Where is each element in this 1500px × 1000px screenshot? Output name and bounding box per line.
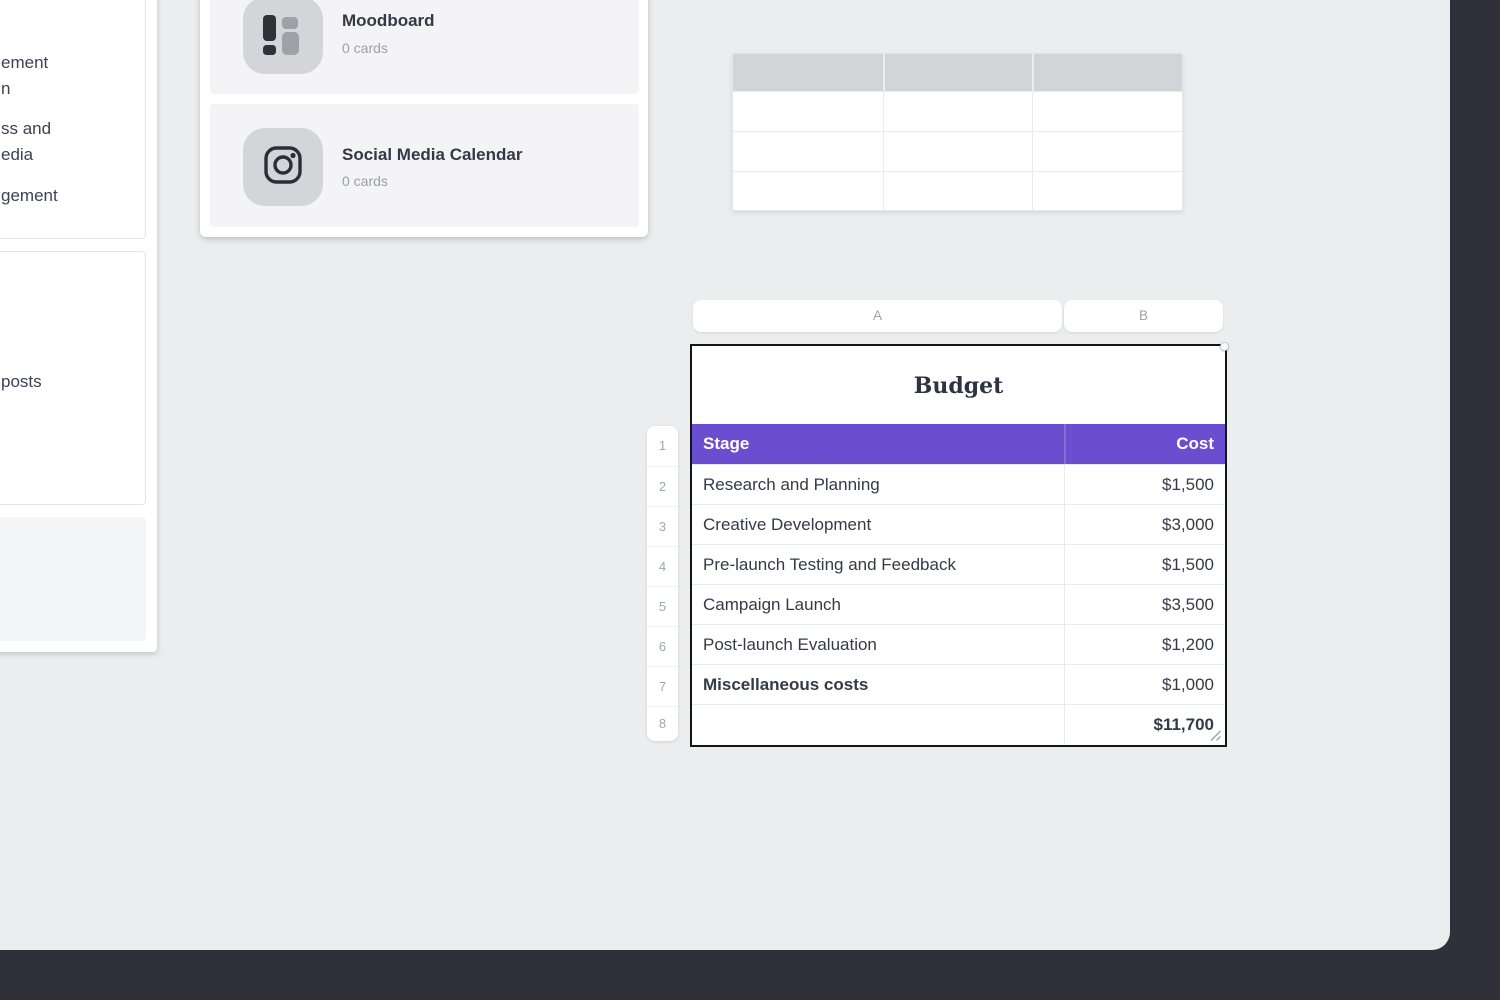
sheet-cell[interactable]: Post-launch Evaluation [703,635,877,654]
board-item-moodboard[interactable]: Moodboard 0 cards [210,0,639,94]
gray-card[interactable] [0,517,146,641]
empty-table-cell[interactable] [1032,171,1182,210]
truncated-text-line: gement [1,186,58,205]
sheet-cell[interactable]: $1,000 [1064,665,1225,704]
budget-row: Pre-launch Testing and Feedback $1,500 [692,544,1225,584]
board-item-count: 0 cards [342,40,388,56]
sheet-cell[interactable]: $1,500 [1064,545,1225,584]
budget-table[interactable]: Budget Stage Cost Research and Planning … [690,344,1227,747]
sheet-column-header-a[interactable]: A [693,300,1062,332]
sheet-row-header[interactable]: 5 [647,586,678,626]
sheet-cell[interactable]: Miscellaneous costs [703,675,869,694]
board-item-title: Moodboard [342,11,435,30]
sheet-row-header[interactable]: 2 [647,466,678,506]
sheet-cell[interactable]: Cost [1064,424,1225,464]
board-item-count: 0 cards [342,173,388,189]
text-card-2[interactable]: posts [0,251,146,505]
sheet-row-headers: 1 2 3 4 5 6 7 8 [647,426,678,741]
board-item-title: Social Media Calendar [342,145,523,164]
empty-table-cell[interactable] [882,91,1033,131]
board-canvas[interactable]: ement n ss and edia gement posts Moodboa… [0,0,1450,950]
budget-row: Post-launch Evaluation $1,200 [692,624,1225,664]
sheet-cell[interactable]: $3,000 [1064,505,1225,544]
empty-table-header-cell[interactable] [733,54,883,91]
sheet-row-header[interactable]: 3 [647,506,678,546]
truncated-text-line: n [1,79,11,98]
sheet-row-header[interactable]: 8 [647,706,678,741]
sheet-row-header[interactable]: 1 [658,438,667,453]
truncated-text-line: edia [1,145,34,164]
budget-row: Campaign Launch $3,500 [692,584,1225,624]
empty-table-cell[interactable] [882,131,1033,171]
project-card: Moodboard 0 cards Social Media Calendar … [200,0,648,237]
sheet-cell[interactable] [692,705,1064,744]
moodboard-grid-glyph [263,14,300,56]
sheet-cell[interactable]: Stage [703,434,750,453]
sheet-row-header[interactable]: 7 [647,666,678,706]
sheet-cell[interactable]: Research and Planning [703,475,880,494]
sheet-cell[interactable]: $1,200 [1064,625,1225,664]
truncated-text-line: posts [1,372,42,391]
sheet-cell[interactable]: Campaign Launch [703,595,841,614]
sheet-row-header[interactable]: 6 [647,626,678,666]
empty-table-cell[interactable] [733,91,883,131]
sheet-column-header-b[interactable]: B [1064,300,1223,332]
instagram-icon [243,128,323,206]
sheet-cell[interactable]: $11,700 [1064,705,1225,744]
text-card-1[interactable]: ement n ss and edia gement [0,0,146,239]
truncated-text-line: ss and [1,119,52,138]
sheet-cell[interactable]: $3,500 [1064,585,1225,624]
sheet-cell[interactable]: Pre-launch Testing and Feedback [703,555,956,574]
board-item-social-media-calendar[interactable]: Social Media Calendar 0 cards [210,104,639,227]
budget-row: Creative Development $3,000 [692,504,1225,544]
instagram-glyph [264,146,302,184]
resize-gripper-icon[interactable] [1207,727,1223,743]
empty-table-cell[interactable] [733,171,883,210]
moodboard-grid-icon [243,0,323,74]
empty-table-cell[interactable] [1032,91,1182,131]
budget-title-cell[interactable]: Budget [913,373,1004,399]
sheet-row-header[interactable]: 4 [647,546,678,586]
truncated-text-line: ement [1,53,49,72]
empty-table-cell[interactable] [1032,131,1182,171]
sheet-cell[interactable]: $1,500 [1064,465,1225,504]
left-column-panel: ement n ss and edia gement posts [0,0,157,652]
resize-handle-dot[interactable] [1220,342,1229,351]
budget-row: Research and Planning $1,500 [692,464,1225,504]
budget-row: Miscellaneous costs $1,000 [692,664,1225,704]
empty-table-cell[interactable] [733,131,883,171]
empty-table-header-cell[interactable] [882,54,1033,91]
budget-total-row: $11,700 [692,704,1225,744]
empty-table[interactable] [732,53,1183,211]
empty-table-header-cell[interactable] [1032,54,1182,91]
sheet-cell[interactable]: Creative Development [703,515,872,534]
empty-table-cell[interactable] [882,171,1033,210]
budget-header-row: Stage Cost [692,424,1225,464]
